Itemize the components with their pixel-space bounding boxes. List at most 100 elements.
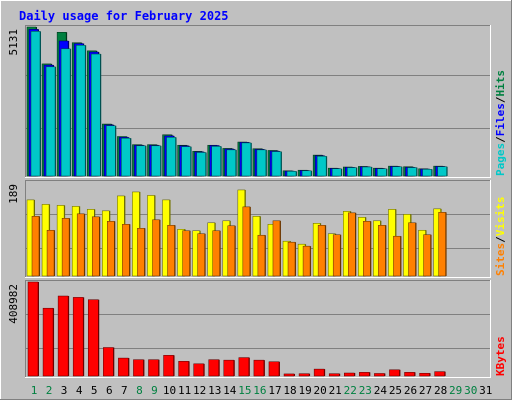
- bar-visits-sites-sites-23: [363, 221, 372, 277]
- bar-pages-files-hits-pages-5: [90, 53, 102, 177]
- bar: [163, 355, 174, 377]
- bar-kbytes-kbytes-26: [404, 372, 416, 377]
- bar-kbytes-kbytes-17: [268, 361, 280, 377]
- bar-visits-sites-sites-26: [408, 222, 417, 277]
- bar: [268, 361, 280, 377]
- panel-visits-sites: 189 Sites/Visits: [7, 180, 507, 278]
- bar: [419, 372, 430, 377]
- bar-visits-sites-sites-20: [317, 225, 327, 277]
- panel-kbytes: 408982 KBytes: [7, 280, 507, 378]
- bar: [133, 359, 144, 377]
- y-max-label: 5131: [7, 29, 20, 56]
- bar-kbytes-kbytes-28: [434, 371, 446, 377]
- bar-pages-files-hits-pages-1: [30, 31, 41, 177]
- bar: [223, 359, 235, 377]
- bar: [72, 297, 84, 377]
- legend-entry: Sites: [494, 243, 507, 276]
- bar-kbytes-kbytes-5: [87, 299, 100, 377]
- legend-entry: Pages: [494, 143, 507, 176]
- x-tick-label-27: 27: [419, 384, 432, 397]
- bar: [272, 220, 281, 277]
- legend-entry: /: [494, 136, 507, 143]
- bar-pages-files-hits-pages-8: [136, 145, 147, 177]
- bar-visits-sites-sites-17: [272, 220, 281, 277]
- bar: [90, 53, 101, 177]
- bar: [302, 245, 311, 277]
- bar-visits-sites-sites-28: [438, 212, 447, 277]
- bar-visits-sites-sites-10: [167, 225, 176, 277]
- bar: [181, 146, 191, 177]
- bar-kbytes-kbytes-9: [148, 359, 160, 377]
- bar: [286, 171, 297, 177]
- bar-pages-files-hits-pages-20: [316, 156, 328, 177]
- bar-visits-sites-sites-12: [197, 233, 206, 277]
- bar-visits-sites-sites-25: [393, 235, 402, 277]
- bar: [122, 224, 130, 277]
- x-tick-label-3: 3: [61, 384, 68, 397]
- bar: [408, 222, 416, 277]
- bar: [313, 368, 325, 377]
- bar: [227, 225, 236, 277]
- bar: [182, 230, 190, 277]
- bar: [87, 299, 99, 377]
- bar-kbytes-kbytes-19: [298, 373, 311, 377]
- bar-pages-files-hits-pages-10: [166, 137, 177, 177]
- bar-pages-files-hits-pages-26: [407, 167, 418, 177]
- bar-pages-files-hits-pages-16: [256, 149, 267, 177]
- x-tick-label-16: 16: [253, 384, 266, 397]
- x-tick-label-1: 1: [31, 384, 38, 397]
- bar-pages-files-hits-pages-27: [422, 169, 433, 177]
- bar-pages-files-hits-pages-18: [286, 171, 298, 177]
- x-tick-label-4: 4: [76, 384, 83, 397]
- bar-pages-files-hits-pages-9: [151, 145, 162, 177]
- bar-pages-files-hits-pages-6: [106, 125, 117, 177]
- bar-kbytes-kbytes-4: [72, 297, 85, 377]
- x-tick-label-9: 9: [151, 384, 158, 397]
- x-tick-label-10: 10: [163, 384, 176, 397]
- chart-title: Daily usage for February 2025: [19, 9, 229, 23]
- bar: [283, 373, 295, 377]
- legend: KBytes: [494, 336, 507, 376]
- bar: [393, 235, 401, 277]
- bar: [212, 230, 220, 277]
- bar: [378, 225, 386, 277]
- bar-pages-files-hits-pages-14: [226, 149, 237, 177]
- bar-visits-sites-sites-5: [91, 216, 101, 277]
- bar: [363, 221, 371, 277]
- bar: [226, 149, 237, 177]
- bar: [27, 281, 39, 377]
- bar-visits-sites-sites-14: [227, 225, 236, 277]
- legend-entry: Files: [494, 103, 507, 136]
- bar: [328, 373, 340, 377]
- bar-pages-files-hits-pages-3: [60, 48, 72, 177]
- legend-entry: /: [494, 96, 507, 103]
- bar-kbytes-kbytes-23: [359, 372, 371, 377]
- x-tick-label-12: 12: [193, 384, 206, 397]
- bar-pages-files-hits-pages-13: [211, 146, 222, 177]
- chart-panels: 5131 Pages/Files/Hits 189Sites/Visits40898…: [7, 25, 507, 378]
- bar: [374, 373, 385, 377]
- x-tick-label-25: 25: [389, 384, 402, 397]
- bar-kbytes-kbytes-16: [253, 359, 265, 377]
- bar: [208, 359, 219, 377]
- bar-visits-sites-sites-24: [378, 225, 387, 277]
- bar-pages-files-hits-pages-22: [347, 167, 358, 177]
- bar: [257, 234, 266, 277]
- bar: [434, 371, 445, 377]
- bar-visits-sites-sites-18: [287, 241, 297, 277]
- bar: [377, 168, 387, 177]
- bar: [137, 228, 145, 277]
- x-tick-label-21: 21: [329, 384, 342, 397]
- bar: [91, 216, 100, 277]
- bar: [392, 166, 402, 177]
- bar-kbytes-kbytes-8: [133, 359, 145, 377]
- bar: [121, 137, 131, 177]
- bar: [242, 206, 251, 277]
- legend: Pages/Files/Hits: [494, 70, 507, 176]
- bar-visits-sites-sites-1: [31, 216, 40, 277]
- bar-kbytes-kbytes-24: [374, 373, 386, 377]
- bar: [107, 221, 115, 277]
- bar-kbytes-kbytes-22: [344, 372, 356, 377]
- bar-kbytes-kbytes-2: [42, 307, 55, 377]
